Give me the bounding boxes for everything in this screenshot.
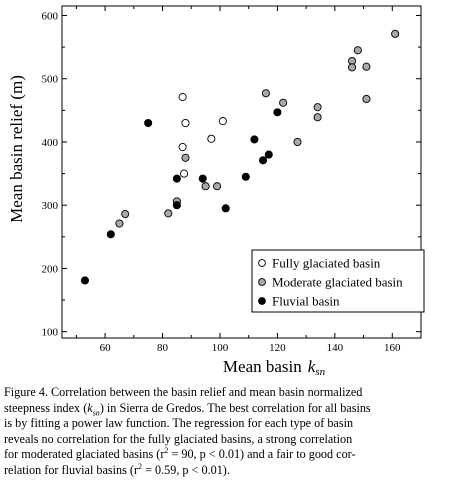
data-point-series-3	[250, 135, 259, 144]
data-point-series-1	[218, 117, 227, 126]
caption-line-6-a: relation for fluvial basins (r	[4, 462, 139, 477]
data-point-series-2	[348, 63, 357, 72]
figure-caption: Figure 4. Correlation between the basin …	[4, 385, 452, 479]
data-point-series-2	[121, 210, 130, 219]
data-points	[80, 29, 400, 285]
x-axis-title: Mean basin ksn	[223, 357, 326, 378]
caption-ksn-sub: sn	[92, 408, 100, 418]
data-point-series-3	[106, 230, 115, 239]
y-tick-label: 200	[42, 263, 59, 275]
caption-line-6-b: = 0.59, p < 0.01).	[142, 462, 230, 477]
data-point-series-3	[80, 276, 90, 285]
data-point-series-2	[115, 219, 124, 228]
data-point-series-3	[258, 156, 268, 165]
data-point-series-1	[207, 134, 216, 143]
x-axis-title-text: Mean basin	[223, 357, 302, 376]
caption-line-5-sup: 2	[164, 446, 169, 456]
caption-line-5-a: for moderated glaciated basins (r	[4, 447, 165, 462]
caption-line-2-a: steepness index (	[4, 400, 88, 415]
caption-line-3: is by fitting a power law function. The …	[4, 416, 354, 431]
legend-label: Fluvial basin	[272, 294, 340, 309]
scatter-chart: 60 80 100 120 140 160 100 200 300 400 500 600 Mean …	[7, 5, 425, 378]
data-point-series-3	[221, 204, 230, 213]
y-tick-label: 500	[42, 74, 59, 86]
y-axis-title: Mean basin relief (m)	[7, 75, 26, 223]
data-point-series-2	[164, 209, 173, 218]
data-point-series-2	[181, 153, 190, 162]
data-point-series-3	[198, 174, 207, 183]
caption-line-5-b: = 90, p < 0.01) and a fair to good cor-	[168, 447, 356, 462]
caption-line-1: Figure 4. Correlation between the basin …	[4, 385, 363, 399]
data-point-series-2	[362, 62, 371, 71]
x-tick-label: 100	[212, 342, 229, 354]
data-point-series-3	[241, 172, 250, 181]
data-point-series-3	[172, 201, 181, 210]
legend-label: Fully glaciated basin	[272, 256, 381, 271]
data-point-series-3	[273, 108, 282, 117]
caption-line-4: reveals no correlation for the fully gla…	[4, 431, 353, 446]
caption-line-6-sup: 2	[138, 461, 143, 471]
data-point-series-1	[180, 169, 189, 178]
data-point-series-2	[362, 94, 371, 104]
y-tick-label: 600	[42, 10, 59, 22]
legend-label: Moderate glaciated basin	[272, 275, 403, 290]
data-point-series-3	[172, 174, 181, 183]
data-point-series-2	[201, 182, 210, 191]
data-point-series-1	[178, 93, 187, 102]
plot-border	[61, 5, 422, 339]
y-tick-label: 300	[42, 200, 59, 212]
data-point-series-2	[313, 113, 322, 122]
x-axis-symbol: k	[308, 357, 316, 376]
y-tick-label: 100	[42, 327, 59, 339]
y-tick-label: 400	[42, 137, 59, 149]
data-point-series-2	[213, 182, 222, 191]
legend-marker	[258, 278, 266, 286]
legend-box	[251, 249, 425, 313]
x-tick-label: 120	[269, 342, 286, 354]
x-tick-label: 80	[157, 342, 169, 354]
data-point-series-3	[144, 118, 153, 128]
x-tick-label: 160	[384, 342, 401, 354]
axis-ticks: 60 80 100 120 140 160 100 200 300 400 500 600	[42, 6, 422, 354]
data-point-series-2	[353, 46, 362, 55]
x-tick-label: 60	[100, 342, 112, 354]
data-point-series-2	[261, 89, 270, 98]
caption-ksn-k: k	[87, 400, 93, 415]
data-point-series-2	[313, 103, 322, 112]
data-point-series-1	[181, 118, 190, 128]
legend-marker	[258, 297, 266, 305]
legend-marker	[258, 259, 266, 267]
caption-line-2-b: ) in Sierra de Gredos. The best correlat…	[99, 400, 371, 415]
x-tick-label: 140	[327, 342, 344, 354]
plot-area	[61, 5, 422, 339]
data-point-series-1	[178, 142, 187, 152]
data-point-series-2	[279, 98, 288, 107]
data-point-series-3	[264, 150, 273, 159]
data-point-series-2	[293, 137, 302, 147]
data-point-series-2	[391, 29, 400, 38]
legend: Fully glaciated basin Moderate glaciated …	[251, 249, 425, 313]
x-axis-symbol-subscript: sn	[315, 366, 325, 378]
